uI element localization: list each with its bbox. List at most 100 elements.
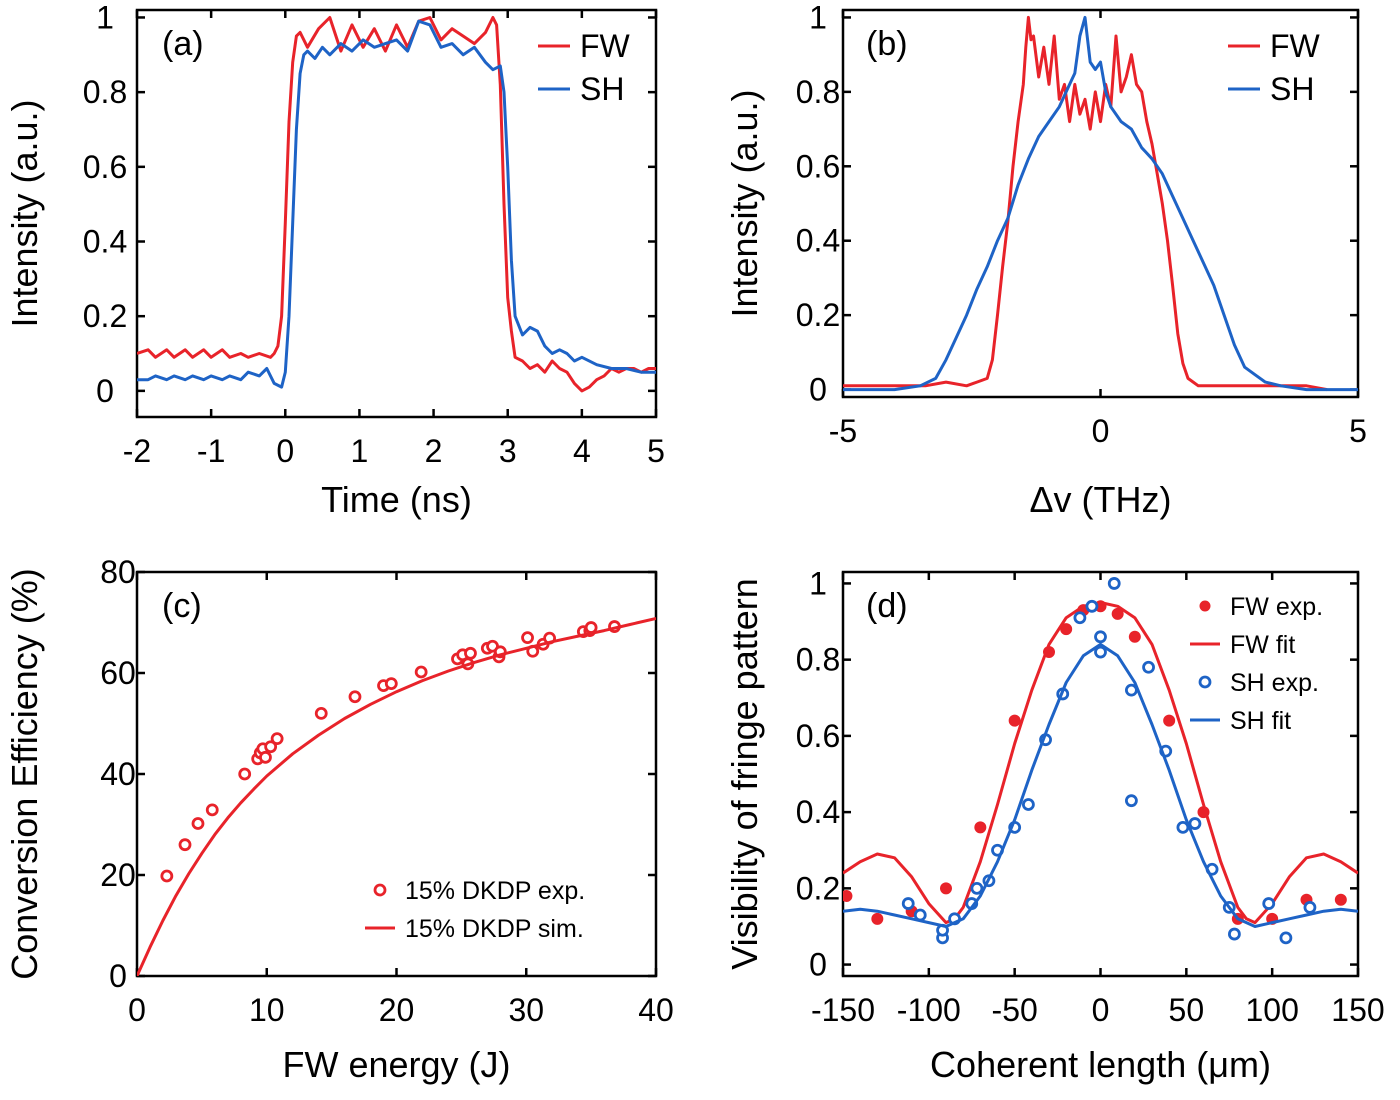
legend-label: SH [580, 71, 624, 107]
legend-swatch [373, 883, 387, 897]
data-point [178, 838, 192, 852]
legend-entry: SH fit [1190, 707, 1291, 735]
y-tick-label: 0 [109, 958, 127, 994]
data-point [191, 817, 205, 830]
x-tick-label: 0 [1092, 992, 1110, 1028]
data-point [314, 707, 328, 720]
data-point [414, 665, 428, 679]
legend-label: 15% DKDP exp. [405, 877, 585, 905]
legend-label: FW [1270, 28, 1321, 64]
x-tick-label: -2 [123, 433, 151, 469]
y-tick-label: 1 [809, 565, 827, 601]
x-tick-label: 0 [1092, 413, 1110, 449]
data-point [1073, 611, 1087, 625]
x-tick-label: 1 [351, 433, 369, 469]
x-axis-label: Δv (THz) [1029, 479, 1171, 520]
x-tick-label: -5 [829, 413, 857, 449]
data-point [871, 912, 884, 925]
x-tick-label: 4 [573, 433, 591, 469]
y-tick-label: 20 [100, 857, 136, 893]
y-tick-label: 60 [100, 655, 136, 691]
data-point [1085, 599, 1099, 613]
data-point [264, 740, 278, 754]
data-point [1094, 630, 1107, 644]
data-point [901, 897, 915, 910]
y-axis-label: Visibility of fringe pattern [724, 578, 765, 970]
series-line-fw [843, 15, 1328, 392]
data-point [1008, 714, 1021, 727]
data-point [205, 803, 219, 817]
x-axis-label: FW energy (J) [282, 1044, 510, 1085]
chart-panel-d: -150 -100 -50 0 50 100 150 0 0.2 0.4 0.6 0.8 1 Cohere… [724, 565, 1385, 1085]
x-tick-label: 30 [508, 992, 544, 1028]
y-tick-label: 0.6 [796, 148, 840, 184]
x-axis-label: Coherent length (μm) [930, 1044, 1271, 1085]
data-point [1303, 900, 1317, 914]
data-point [1094, 645, 1107, 659]
series-line-fw-fit [843, 601, 1358, 925]
data-point [970, 881, 984, 895]
y-tick-label: 0 [809, 372, 827, 408]
y-axis-label: Intensity (a.u.) [724, 89, 765, 317]
x-tick-label: 0 [128, 992, 146, 1028]
plot-area [137, 617, 656, 976]
legend-label: 15% DKDP sim. [405, 915, 584, 943]
panel-label: (d) [866, 587, 908, 625]
panel-label: (a) [162, 25, 204, 63]
data-point [348, 690, 362, 704]
y-tick-label: 0.4 [796, 794, 840, 830]
x-tick-label: 40 [638, 992, 674, 1028]
legend-entry: SH [538, 71, 624, 107]
data-point [584, 621, 598, 634]
data-point [1228, 927, 1241, 941]
y-tick-label: 0.6 [796, 718, 840, 754]
x-tick-label: -1 [197, 433, 225, 469]
data-point [1163, 714, 1176, 727]
legend-swatch [1199, 600, 1211, 612]
series-line-sh [137, 19, 656, 389]
legend-label: FW [580, 28, 631, 64]
data-point [1060, 623, 1073, 636]
series-line-sh [843, 15, 1358, 392]
legend-entry: FW exp. [1199, 593, 1323, 621]
series-line-sh-fit [843, 642, 1358, 928]
legend-entry: FW [1228, 28, 1321, 64]
y-tick-label: 40 [100, 756, 136, 792]
legend-label: SH fit [1230, 707, 1291, 735]
data-point [160, 869, 174, 883]
x-tick-label: 5 [1349, 413, 1367, 449]
legend-label: SH exp. [1230, 669, 1319, 697]
data-point [1279, 931, 1293, 945]
y-tick-label: 0.4 [796, 223, 840, 259]
data-point [1334, 893, 1347, 906]
x-tick-label: -100 [897, 992, 961, 1028]
data-point [1262, 897, 1276, 910]
y-tick-label: 0.2 [83, 298, 127, 334]
plot-area [843, 15, 1358, 392]
chart-panel-c: 0 10 20 30 40 0 20 40 60 80 FW energy (J) Conversio… [4, 554, 674, 1085]
y-axis-label: Intensity (a.u.) [4, 99, 45, 327]
plot-area [137, 16, 656, 393]
x-tick-label: 20 [379, 992, 415, 1028]
data-point [384, 677, 398, 691]
data-point [464, 646, 477, 660]
x-tick-label: -50 [992, 992, 1038, 1028]
data-point [259, 750, 272, 764]
legend-label: FW fit [1230, 631, 1295, 659]
panel-label: (b) [866, 25, 908, 63]
y-tick-label: 0.8 [796, 74, 840, 110]
data-point [270, 732, 284, 746]
data-point [1111, 607, 1124, 620]
x-tick-label: 2 [425, 433, 443, 469]
x-tick-label: 3 [499, 433, 517, 469]
data-point [238, 767, 252, 781]
legend-entry: SH [1228, 71, 1314, 107]
chart-panel-a: -2 -1 0 1 2 3 4 5 0 0.2 0.4 0.6 0.8 1 Time (ns) Intensi… [4, 0, 665, 520]
legend-swatch [1198, 675, 1212, 689]
data-point [1107, 577, 1121, 590]
x-tick-label: 100 [1245, 992, 1298, 1028]
data-point [1125, 794, 1138, 808]
